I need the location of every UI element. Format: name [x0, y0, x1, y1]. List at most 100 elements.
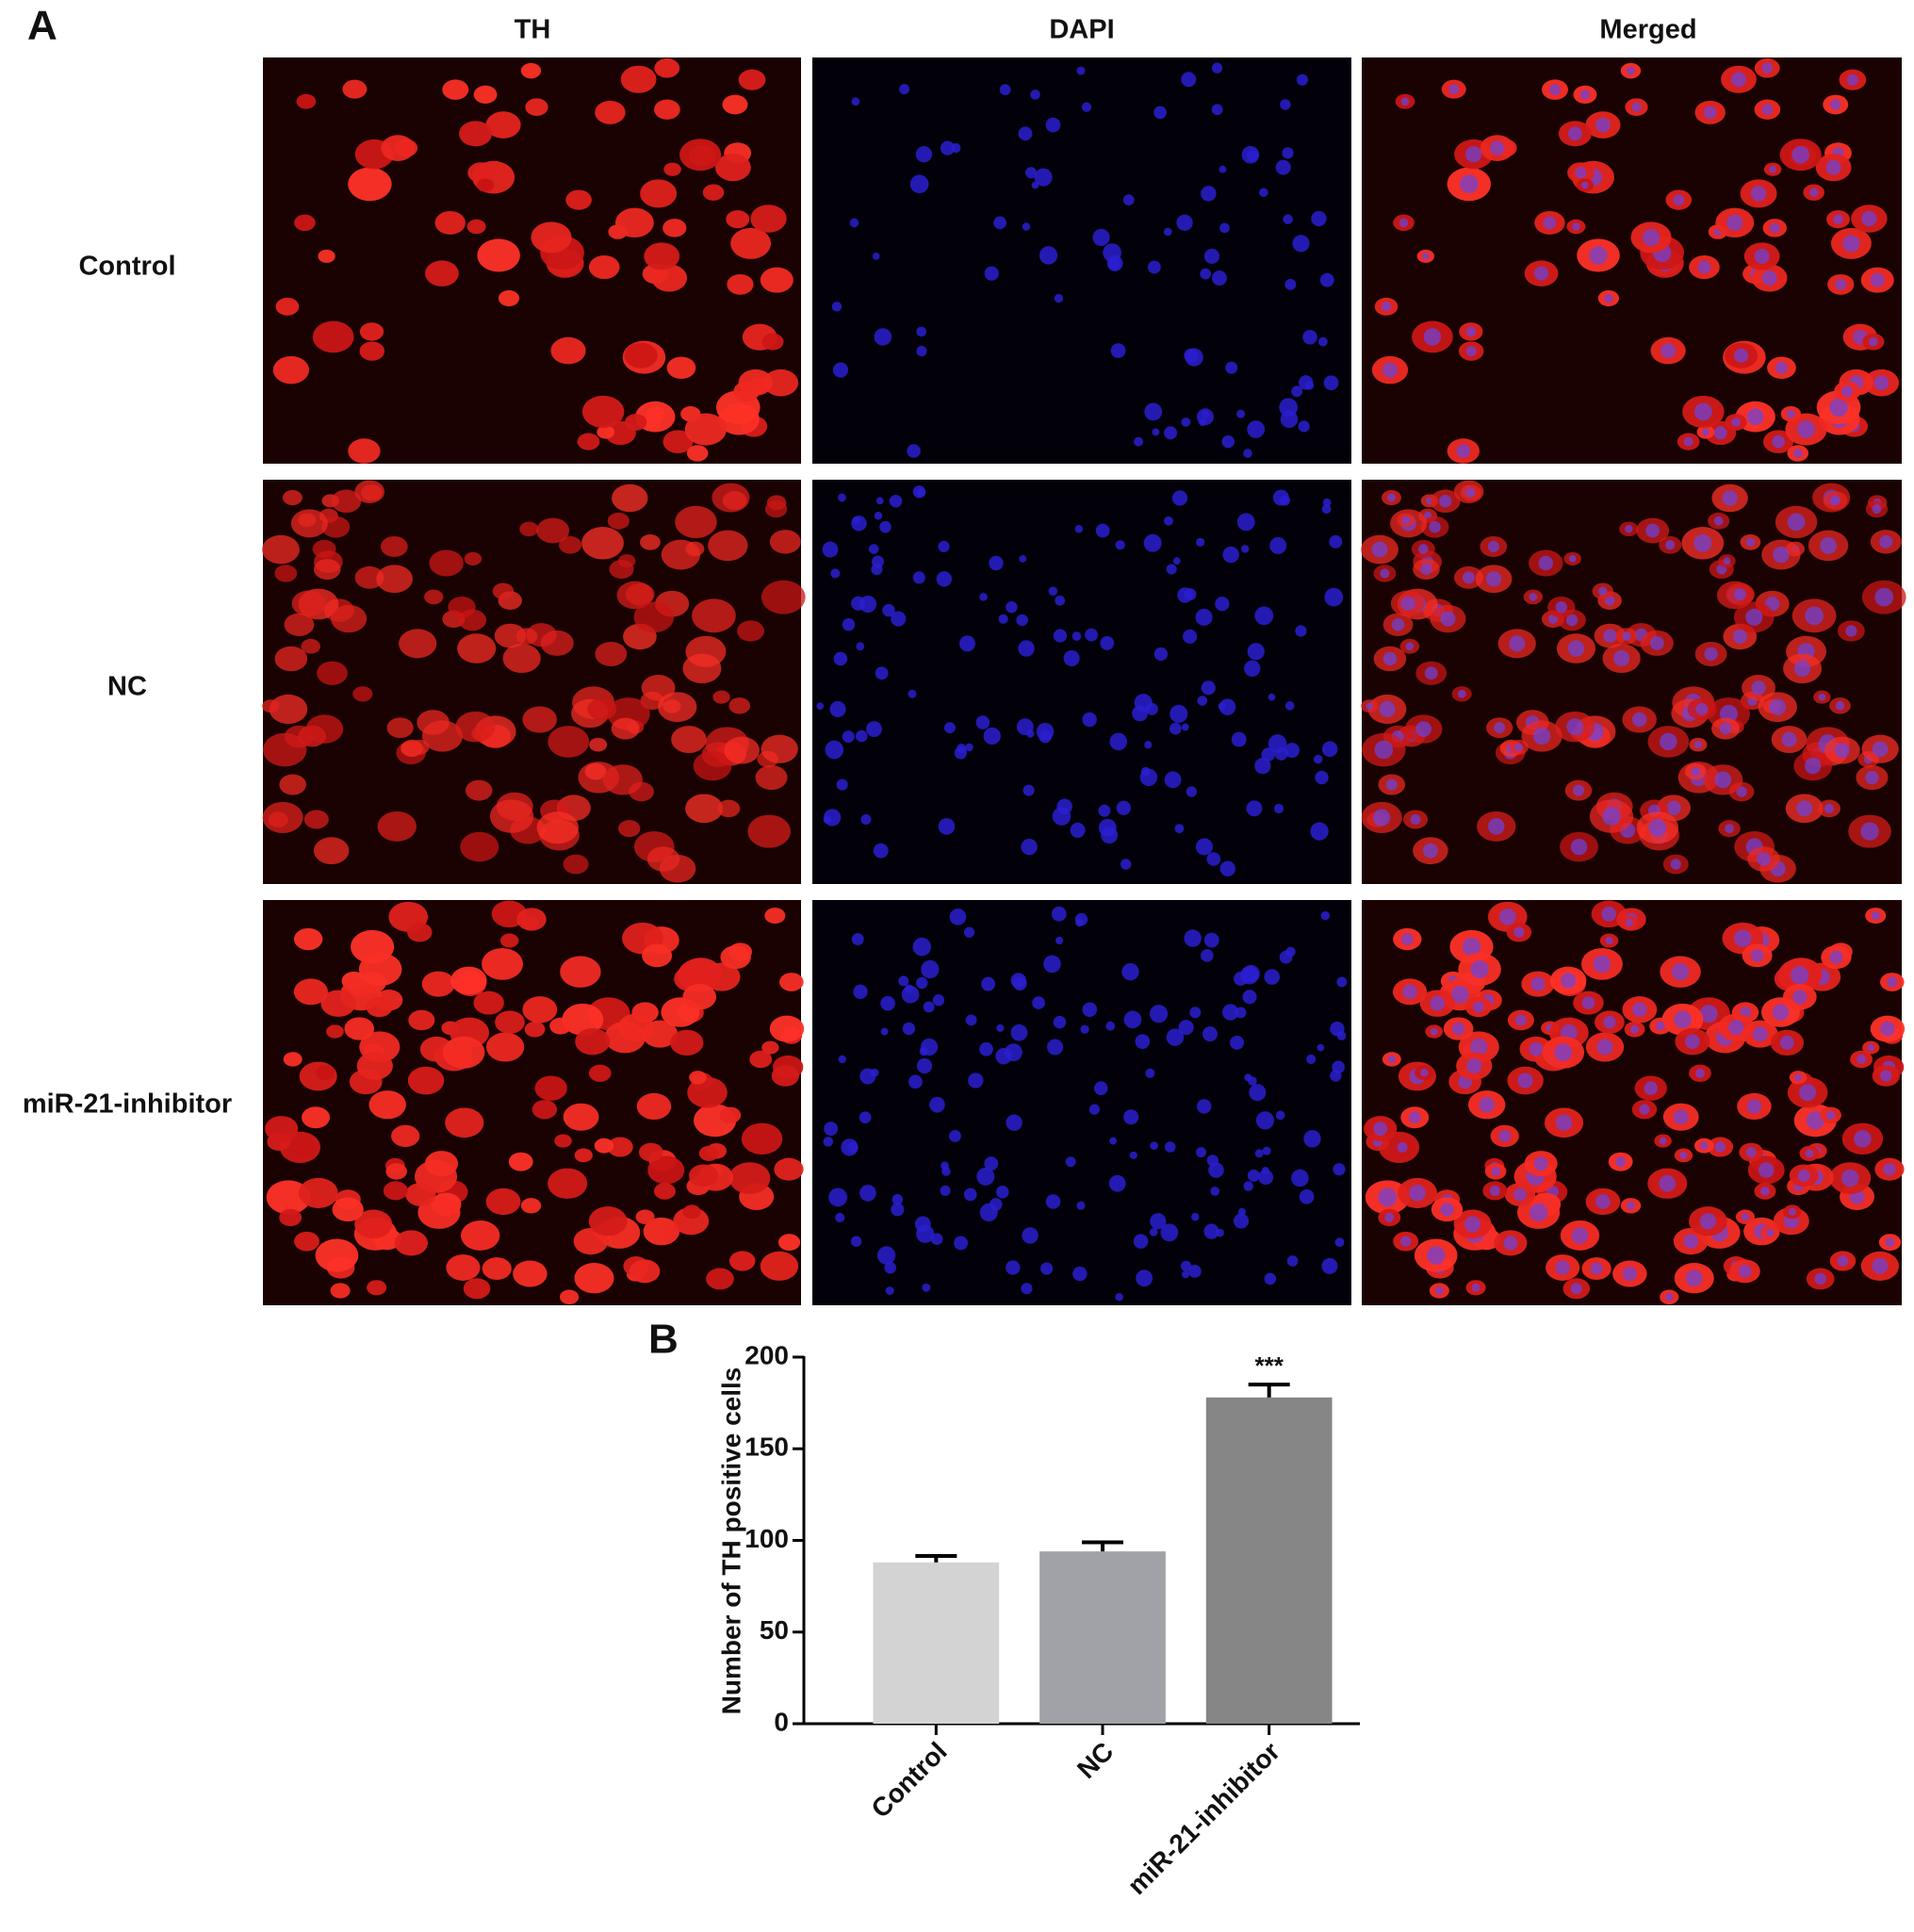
nucleus [1211, 104, 1223, 116]
cell [612, 483, 648, 513]
nucleus [1259, 188, 1268, 197]
nucleus [1016, 718, 1034, 736]
cell [445, 1107, 484, 1138]
nucleus [1172, 557, 1181, 565]
nucleus [1837, 1255, 1849, 1267]
nucleus [1772, 1004, 1790, 1021]
nucleus [1464, 145, 1482, 163]
nucleus [838, 1055, 846, 1064]
nucleus [1098, 818, 1117, 837]
nucleus [1660, 343, 1677, 358]
nucleus [1076, 66, 1086, 75]
nucleus [1829, 950, 1843, 964]
cell [549, 1017, 572, 1035]
nucleus [1082, 712, 1097, 728]
nucleus [1105, 1021, 1116, 1031]
cell [686, 445, 709, 462]
cell [473, 85, 498, 104]
nucleus [1797, 420, 1815, 438]
nucleus [1249, 1084, 1267, 1102]
cell [407, 923, 433, 942]
micrograph-background [1362, 57, 1902, 464]
y-tick-label: 200 [744, 1340, 789, 1369]
cell [692, 598, 736, 633]
cell [391, 1124, 420, 1148]
cell [651, 264, 688, 292]
nucleus [1219, 698, 1236, 715]
nucleus [1685, 1269, 1703, 1287]
cell [485, 1187, 521, 1216]
nucleus [838, 493, 846, 502]
nucleus [1870, 272, 1885, 287]
cell [348, 167, 392, 202]
column-header: DAPI [1049, 15, 1114, 45]
nucleus [847, 1141, 859, 1153]
nucleus [1719, 722, 1732, 735]
cell [450, 966, 487, 995]
micrograph [263, 57, 801, 464]
nucleus [1242, 990, 1257, 1005]
nucleus [1123, 1109, 1139, 1125]
nucleus [1082, 1002, 1098, 1018]
nucleus [916, 488, 926, 498]
nucleus [1579, 90, 1591, 100]
cell [663, 219, 687, 237]
nucleus [1303, 1130, 1321, 1148]
nucleus [1181, 418, 1191, 427]
nucleus [1760, 1187, 1770, 1196]
nucleus [1671, 962, 1690, 981]
nucleus [907, 444, 921, 458]
cell [366, 996, 393, 1018]
nucleus [1225, 361, 1238, 374]
nucleus [1738, 1265, 1752, 1278]
cell [290, 1138, 317, 1157]
nucleus [1808, 188, 1819, 197]
nucleus [1683, 436, 1693, 447]
nucleus [1565, 614, 1579, 627]
nucleus [1320, 910, 1330, 921]
cell [467, 162, 495, 184]
nucleus [1693, 741, 1702, 749]
cell [344, 1017, 375, 1040]
nucleus [908, 1074, 923, 1089]
cell [455, 711, 496, 743]
nucleus [1741, 1213, 1750, 1221]
cell [563, 1103, 599, 1131]
nucleus [1021, 1283, 1033, 1295]
cell [272, 355, 310, 385]
nucleus [824, 809, 842, 827]
nucleus [1603, 1015, 1616, 1029]
nucleus [842, 618, 856, 631]
nucleus [859, 1185, 876, 1202]
nucleus [1883, 1163, 1896, 1176]
cell [409, 740, 430, 755]
x-tick-label: Control [866, 1737, 953, 1824]
nucleus [1391, 618, 1405, 631]
cell [625, 582, 655, 606]
nucleus [929, 1096, 945, 1113]
nucleus [1268, 734, 1287, 753]
nucleus [916, 976, 928, 990]
nucleus [976, 1167, 995, 1186]
nucleus [1887, 976, 1898, 988]
nucleus [1178, 1020, 1194, 1036]
nucleus [1149, 1005, 1169, 1023]
nucleus [1605, 936, 1613, 945]
nucleus [1279, 398, 1299, 418]
nucleus [1195, 608, 1213, 626]
cell [640, 533, 661, 550]
nucleus [1366, 702, 1374, 711]
cell [429, 549, 464, 577]
nucleus [957, 743, 967, 753]
nucleus [842, 730, 855, 744]
nucleus [1462, 937, 1481, 957]
nucleus [1400, 97, 1410, 106]
nucleus [1660, 732, 1677, 751]
nucleus [1590, 1262, 1603, 1275]
nucleus [1824, 803, 1835, 814]
cell [706, 1268, 734, 1290]
nucleus [1160, 1223, 1179, 1242]
cell [595, 641, 628, 666]
cell [442, 79, 469, 100]
cell [761, 333, 784, 351]
